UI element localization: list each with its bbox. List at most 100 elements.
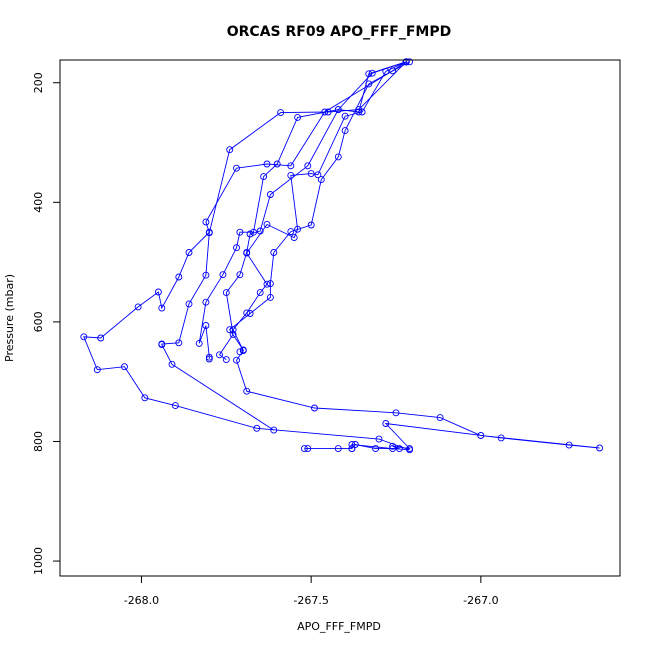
data-point <box>97 334 105 342</box>
data-point <box>382 420 390 427</box>
data-point <box>263 160 271 168</box>
data-point <box>307 221 315 229</box>
data-point <box>185 249 193 256</box>
data-point <box>202 298 210 306</box>
data-point <box>195 339 203 347</box>
data-point <box>497 434 505 442</box>
y-axis: 200 400 600 800 1000 <box>32 72 61 575</box>
data-point <box>256 289 264 297</box>
y-tick-label: 800 <box>32 431 45 452</box>
data-point <box>80 333 88 341</box>
data-point <box>348 441 356 448</box>
data-point <box>389 67 397 75</box>
data-point <box>263 220 271 228</box>
y-tick-label: 600 <box>32 311 45 332</box>
data-point <box>355 108 363 116</box>
data-point <box>436 414 444 422</box>
data-point <box>236 348 244 356</box>
data-point <box>256 227 264 235</box>
data-point <box>243 387 251 395</box>
x-tick-label: -267.0 <box>463 594 498 607</box>
data-point <box>93 366 101 374</box>
y-tick-label: 200 <box>32 72 45 93</box>
data-point <box>205 229 213 237</box>
data-point <box>226 146 234 154</box>
data-point <box>341 127 349 135</box>
data-point <box>314 171 322 179</box>
series-layer <box>80 58 604 454</box>
data-point <box>222 356 230 364</box>
y-axis-label: Pressure (mbar) <box>3 274 16 362</box>
data-point <box>205 353 213 361</box>
data-point <box>334 106 342 114</box>
data-point <box>246 230 254 238</box>
data-point <box>596 444 604 452</box>
data-point <box>154 288 162 296</box>
data-point <box>175 273 183 281</box>
data-point <box>565 441 573 449</box>
data-point <box>168 360 176 368</box>
data-point <box>348 445 356 453</box>
data-point <box>300 445 308 453</box>
data-point <box>389 442 397 450</box>
series-line <box>83 61 410 451</box>
series-line <box>229 61 410 353</box>
data-point <box>389 445 397 453</box>
y-tick-label: 400 <box>32 192 45 213</box>
series-6 <box>226 58 414 356</box>
data-point <box>202 218 210 226</box>
data-point <box>233 356 240 364</box>
data-point <box>365 80 373 88</box>
data-point <box>287 162 295 170</box>
data-point <box>216 351 223 359</box>
data-point <box>477 432 485 439</box>
data-point <box>236 271 244 279</box>
data-point <box>334 153 342 161</box>
data-point <box>270 249 278 256</box>
data-point <box>317 176 325 184</box>
x-tick-label: -267.5 <box>293 594 328 607</box>
data-point <box>222 289 230 297</box>
data-point <box>229 330 237 338</box>
data-point <box>233 244 240 252</box>
data-point <box>233 164 240 172</box>
data-point <box>375 435 383 443</box>
data-point <box>294 113 302 121</box>
chart-title: ORCAS RF09 APO_FFF_FMPD <box>227 24 452 40</box>
data-point <box>202 271 210 279</box>
x-tick-label: -268.0 <box>124 594 159 607</box>
data-point <box>141 394 149 402</box>
data-point <box>368 69 376 77</box>
data-point <box>266 293 274 301</box>
data-point <box>243 249 251 256</box>
data-point <box>392 409 400 417</box>
data-point <box>277 109 285 117</box>
data-point <box>304 445 312 453</box>
data-point <box>270 426 278 434</box>
data-point <box>253 424 261 432</box>
series-2 <box>80 58 414 454</box>
data-point <box>236 228 244 236</box>
data-point <box>219 271 227 279</box>
data-point <box>260 173 268 181</box>
data-point <box>175 339 183 347</box>
data-point <box>294 225 302 233</box>
data-point <box>334 445 342 453</box>
data-point <box>121 363 128 371</box>
data-point <box>372 445 380 453</box>
x-axis-label: APO_FFF_FMPD <box>297 620 381 633</box>
x-axis: -268.0 -267.5 -267.0 <box>124 575 499 607</box>
data-point <box>202 322 210 329</box>
data-point <box>246 310 254 317</box>
data-point <box>290 234 298 242</box>
data-point <box>311 404 318 412</box>
data-point <box>266 280 274 288</box>
y-tick-label: 1000 <box>32 547 45 575</box>
data-point <box>226 326 234 334</box>
series-line <box>198 61 407 359</box>
data-point <box>185 300 193 308</box>
data-point <box>134 303 142 311</box>
data-point <box>406 58 414 66</box>
